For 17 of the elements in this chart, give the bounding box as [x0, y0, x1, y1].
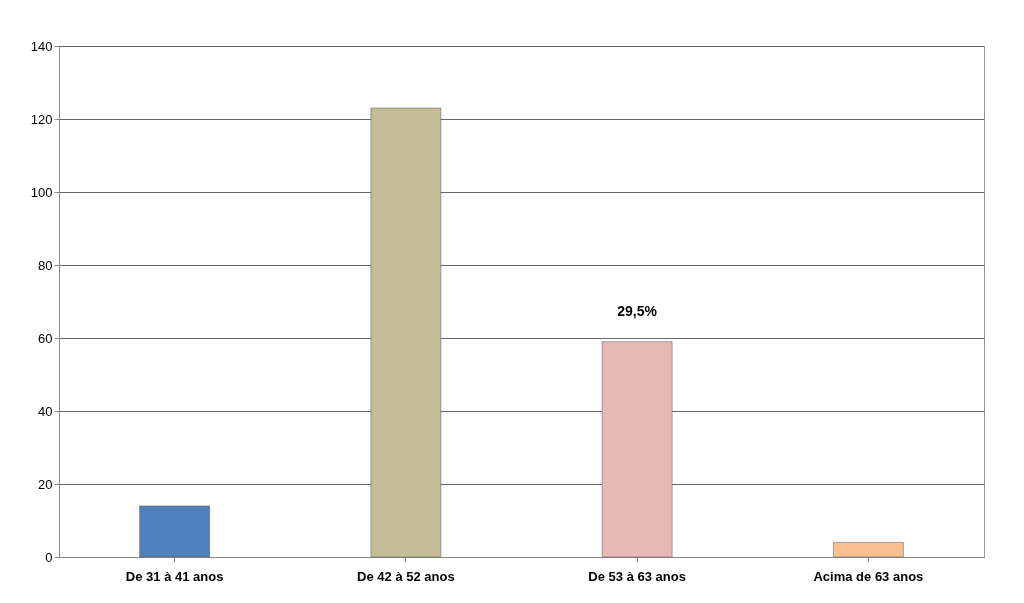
bar: [601, 341, 673, 558]
y-tick-label: 140: [30, 38, 53, 54]
y-tick-label: 40: [38, 403, 53, 419]
y-tick-label: 0: [45, 549, 53, 565]
annotation: 29,5%: [617, 302, 658, 319]
y-tick-label: 120: [30, 111, 53, 127]
x-tick-label: De 42 à 52 anos: [357, 568, 455, 584]
y-tick-label: 60: [38, 330, 53, 346]
bar: [139, 505, 210, 558]
x-tick-label: De 53 à 63 anos: [588, 568, 686, 584]
bar: [833, 542, 904, 558]
y-tick-label: 100: [30, 184, 53, 200]
x-tick-label: De 31 à 41 anos: [125, 568, 224, 584]
x-tick-label: Acima de 63 anos: [813, 568, 924, 584]
bar: [370, 107, 442, 558]
y-tick-label: 80: [38, 257, 53, 273]
y-tick-label: 20: [38, 476, 53, 492]
